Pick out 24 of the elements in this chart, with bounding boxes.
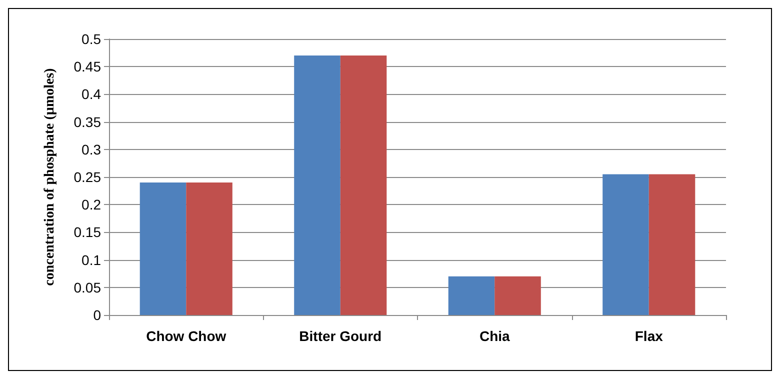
y-tick-label: 0.3 xyxy=(82,141,102,158)
bar xyxy=(340,56,387,315)
x-tick-label: Chow Chow xyxy=(146,328,226,344)
x-tick-label: Chia xyxy=(479,328,510,344)
y-tick-label: 0.35 xyxy=(74,114,102,130)
bar xyxy=(494,276,541,315)
y-axis-title: concentration of phosphate (µmoles) xyxy=(42,68,58,286)
bar xyxy=(140,182,186,315)
x-tick-label: Bitter Gourd xyxy=(299,328,382,344)
bar xyxy=(602,174,649,315)
y-tick-label: 0.1 xyxy=(82,252,102,268)
y-tick-label: 0.4 xyxy=(82,86,102,102)
y-tick-label: 0.45 xyxy=(74,58,102,75)
x-tick-label: Flax xyxy=(634,328,664,344)
y-tick-label: 0.25 xyxy=(74,169,102,185)
y-tick-label: 0.5 xyxy=(82,31,102,47)
bar xyxy=(648,174,696,315)
bar xyxy=(186,182,232,315)
bar xyxy=(294,56,340,315)
bar xyxy=(448,276,495,315)
y-tick-label: 0.2 xyxy=(82,196,102,213)
y-tick-label: 0.15 xyxy=(74,224,102,240)
y-tick-label: 0.05 xyxy=(74,279,102,296)
y-tick-label: 0 xyxy=(93,307,102,323)
